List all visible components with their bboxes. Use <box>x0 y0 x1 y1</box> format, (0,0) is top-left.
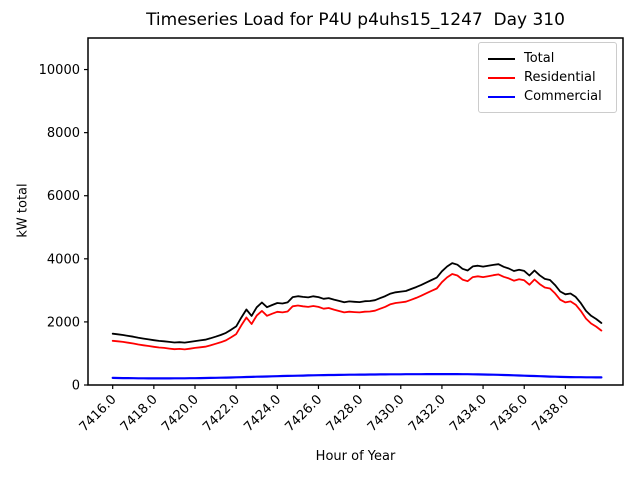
commercial-line <box>111 373 603 380</box>
legend-label-commercial: Commercial <box>524 89 602 104</box>
x-axis-label: Hour of Year <box>315 449 396 464</box>
legend-label-residential: Residential <box>524 70 596 85</box>
x-tick-label: 7426.0 <box>283 392 326 435</box>
x-tick-label: 7416.0 <box>77 392 120 435</box>
axes-spines <box>87 37 624 386</box>
x-tick-label: 7432.0 <box>406 392 449 435</box>
legend: Total Residential Commercial <box>478 42 617 113</box>
y-tick-label: 10000 <box>39 63 80 78</box>
x-tick-label: 7418.0 <box>118 392 161 435</box>
total-line-sample <box>488 57 515 60</box>
total-line <box>111 262 603 344</box>
y-tick-label: 0 <box>72 379 80 394</box>
x-tick-label: 7420.0 <box>159 392 202 435</box>
x-tick-label: 7430.0 <box>365 392 408 435</box>
residential-line <box>111 273 603 351</box>
x-tick-label: 7438.0 <box>529 392 572 435</box>
y-tick-label: 2000 <box>47 315 80 330</box>
x-tick-label: 7434.0 <box>447 392 490 435</box>
legend-item-total: Total <box>488 50 607 67</box>
commercial-line-sample <box>488 95 515 98</box>
residential-line-sample <box>488 76 515 79</box>
chart-title: Timeseries Load for P4U p4uhs15_1247 Day… <box>146 10 565 30</box>
legend-item-residential: Residential <box>488 69 607 86</box>
y-tick-label: 6000 <box>47 189 80 204</box>
x-tick-label: 7422.0 <box>200 392 243 435</box>
y-axis-label: kW total <box>15 183 31 238</box>
legend-item-commercial: Commercial <box>488 88 607 105</box>
y-tick-label: 8000 <box>47 126 80 141</box>
legend-label-total: Total <box>524 51 555 66</box>
x-tick-label: 7424.0 <box>241 392 284 435</box>
x-tick-label: 7428.0 <box>324 392 367 435</box>
y-tick-label: 4000 <box>47 252 80 267</box>
x-tick-label: 7436.0 <box>488 392 531 435</box>
